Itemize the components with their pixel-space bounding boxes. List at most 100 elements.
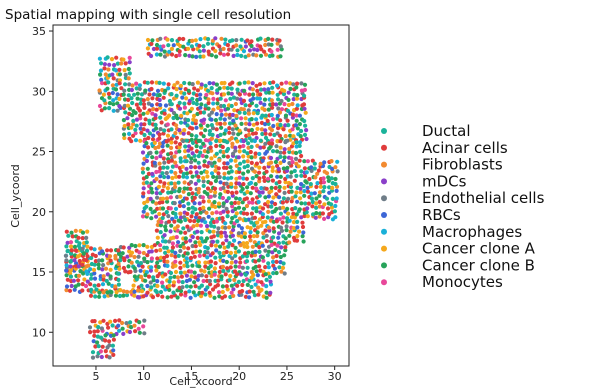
cell-point bbox=[303, 110, 308, 115]
cell-point bbox=[158, 115, 163, 120]
cell-point bbox=[155, 88, 161, 93]
cell-point bbox=[249, 220, 254, 225]
cell-point bbox=[226, 244, 231, 249]
cell-point bbox=[98, 68, 104, 73]
cell-point bbox=[142, 200, 147, 206]
cell-point bbox=[299, 169, 304, 174]
cell-point bbox=[288, 181, 293, 187]
cell-point bbox=[287, 161, 292, 166]
cell-point bbox=[192, 201, 197, 206]
cell-point bbox=[264, 90, 269, 95]
cell-point bbox=[282, 147, 287, 152]
cell-point bbox=[80, 230, 86, 235]
cell-point bbox=[84, 248, 90, 253]
cell-point bbox=[215, 283, 220, 288]
cell-point bbox=[159, 219, 164, 225]
cell-point bbox=[202, 159, 207, 164]
cell-point bbox=[241, 154, 246, 159]
cell-point bbox=[286, 196, 291, 201]
cell-point bbox=[203, 83, 208, 88]
cell-point bbox=[252, 215, 258, 220]
cell-point bbox=[294, 238, 300, 243]
cell-point bbox=[233, 253, 238, 258]
cell-point bbox=[221, 268, 226, 274]
cell-point bbox=[211, 81, 216, 86]
cell-point bbox=[110, 90, 115, 96]
cell-point bbox=[262, 87, 267, 92]
cell-point bbox=[188, 170, 193, 175]
cell-point bbox=[144, 204, 149, 209]
cell-point bbox=[250, 87, 255, 92]
cell-point bbox=[186, 246, 191, 251]
cell-point bbox=[234, 43, 239, 48]
cell-point bbox=[264, 290, 269, 295]
cell-point bbox=[211, 229, 216, 234]
cell-point bbox=[225, 189, 230, 194]
cell-point bbox=[129, 260, 134, 265]
cell-point bbox=[196, 174, 201, 179]
cell-point bbox=[317, 190, 323, 195]
cell-point bbox=[100, 249, 105, 254]
cell-point bbox=[243, 294, 248, 299]
cell-point bbox=[148, 280, 153, 285]
cell-point bbox=[191, 224, 196, 229]
cell-point bbox=[219, 125, 224, 130]
cell-point bbox=[177, 174, 182, 179]
cell-point bbox=[194, 149, 199, 154]
cell-point bbox=[306, 201, 311, 206]
cell-point bbox=[257, 96, 262, 101]
cell-point bbox=[278, 160, 283, 165]
cell-point bbox=[182, 91, 187, 96]
cell-point bbox=[293, 206, 298, 211]
cell-point bbox=[294, 212, 299, 217]
cell-point bbox=[187, 277, 192, 282]
cell-point bbox=[168, 195, 173, 200]
cell-point bbox=[182, 180, 187, 185]
cell-point bbox=[291, 82, 296, 87]
cell-point bbox=[137, 83, 142, 88]
cell-point bbox=[67, 288, 73, 293]
cell-point bbox=[122, 135, 127, 141]
cell-point bbox=[89, 246, 94, 251]
cell-point bbox=[252, 293, 257, 298]
cell-point bbox=[178, 292, 184, 297]
cell-point bbox=[174, 174, 179, 179]
cell-point bbox=[313, 175, 318, 180]
cell-point bbox=[132, 92, 137, 97]
cell-point bbox=[214, 112, 219, 117]
cell-point bbox=[190, 210, 195, 215]
cell-point bbox=[150, 190, 155, 195]
cell-point bbox=[282, 155, 287, 160]
cell-point bbox=[229, 181, 234, 186]
cell-point bbox=[235, 87, 240, 92]
cell-point bbox=[149, 249, 154, 254]
cell-point bbox=[213, 178, 218, 184]
cell-point bbox=[103, 72, 108, 77]
cell-point bbox=[157, 136, 162, 141]
cell-point bbox=[276, 106, 281, 111]
cell-point bbox=[185, 171, 190, 176]
cell-point bbox=[321, 176, 326, 181]
cell-point bbox=[243, 127, 248, 132]
cell-point bbox=[190, 126, 195, 131]
cell-point bbox=[279, 81, 284, 86]
cell-point bbox=[258, 145, 263, 150]
cell-point bbox=[184, 175, 190, 180]
cell-point bbox=[143, 278, 148, 283]
cell-point bbox=[230, 256, 235, 261]
cell-point bbox=[275, 47, 280, 52]
cell-point bbox=[98, 274, 103, 279]
cell-point bbox=[182, 270, 187, 275]
cell-point bbox=[143, 273, 148, 278]
cell-point bbox=[136, 288, 141, 293]
cell-point bbox=[187, 289, 192, 294]
cell-point bbox=[302, 213, 307, 219]
cell-point bbox=[269, 204, 274, 209]
cell-point bbox=[254, 117, 259, 122]
cell-point bbox=[253, 259, 258, 264]
cell-point bbox=[276, 97, 281, 102]
cell-point bbox=[109, 57, 115, 62]
cell-point bbox=[163, 103, 169, 108]
cell-point bbox=[165, 165, 170, 170]
cell-point bbox=[229, 283, 234, 288]
